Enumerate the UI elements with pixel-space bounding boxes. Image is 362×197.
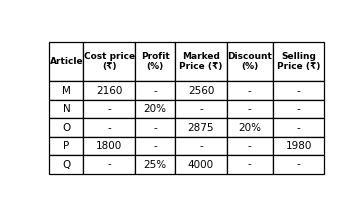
Bar [227, 155, 273, 174]
Bar [227, 137, 273, 155]
Text: 2160: 2160 [96, 86, 122, 96]
Text: 4000: 4000 [188, 160, 214, 170]
Bar [135, 42, 175, 81]
Bar [135, 118, 175, 137]
Bar [273, 155, 324, 174]
Text: Article: Article [50, 57, 83, 66]
Bar [273, 42, 324, 81]
Text: 20%: 20% [144, 104, 167, 114]
Text: Cost price
(₹): Cost price (₹) [84, 52, 135, 71]
Bar [50, 155, 84, 174]
Text: P: P [63, 141, 70, 151]
Text: 20%: 20% [238, 123, 261, 133]
Bar [50, 100, 84, 118]
Text: -: - [108, 123, 111, 133]
Bar [50, 137, 84, 155]
Bar [135, 81, 175, 100]
Text: Q: Q [62, 160, 71, 170]
Text: Profit
(%): Profit (%) [141, 52, 169, 71]
Text: Selling
Price (₹): Selling Price (₹) [277, 52, 320, 71]
Text: O: O [62, 123, 71, 133]
Text: Discount
(%): Discount (%) [227, 52, 272, 71]
Text: -: - [296, 86, 300, 96]
Bar [84, 42, 135, 81]
Text: 25%: 25% [144, 160, 167, 170]
Bar [84, 100, 135, 118]
Text: -: - [199, 141, 203, 151]
Text: -: - [248, 86, 252, 96]
Bar [50, 81, 84, 100]
Bar [273, 118, 324, 137]
Bar [175, 155, 227, 174]
Text: -: - [108, 160, 111, 170]
Bar [227, 100, 273, 118]
Bar [84, 155, 135, 174]
Bar [175, 118, 227, 137]
Text: 2875: 2875 [188, 123, 214, 133]
Text: -: - [296, 104, 300, 114]
Text: -: - [153, 123, 157, 133]
Bar [84, 81, 135, 100]
Bar [175, 100, 227, 118]
Text: Marked
Price (₹): Marked Price (₹) [179, 52, 223, 71]
Text: -: - [153, 86, 157, 96]
Bar [135, 155, 175, 174]
Bar [50, 118, 84, 137]
Bar [175, 137, 227, 155]
Text: 2560: 2560 [188, 86, 214, 96]
Text: -: - [248, 104, 252, 114]
Bar [84, 137, 135, 155]
Text: -: - [248, 160, 252, 170]
Bar [175, 42, 227, 81]
Bar [273, 100, 324, 118]
Bar [227, 81, 273, 100]
Text: -: - [199, 104, 203, 114]
Bar [50, 42, 84, 81]
Text: 1800: 1800 [96, 141, 122, 151]
Bar [135, 100, 175, 118]
Text: 1980: 1980 [285, 141, 312, 151]
Text: -: - [296, 160, 300, 170]
Bar [135, 137, 175, 155]
Bar [227, 42, 273, 81]
Text: M: M [62, 86, 71, 96]
Text: N: N [63, 104, 70, 114]
Bar [273, 81, 324, 100]
Bar [227, 118, 273, 137]
Text: -: - [296, 123, 300, 133]
Bar [175, 81, 227, 100]
Bar [84, 118, 135, 137]
Bar [273, 137, 324, 155]
Text: -: - [153, 141, 157, 151]
Text: -: - [108, 104, 111, 114]
Text: -: - [248, 141, 252, 151]
